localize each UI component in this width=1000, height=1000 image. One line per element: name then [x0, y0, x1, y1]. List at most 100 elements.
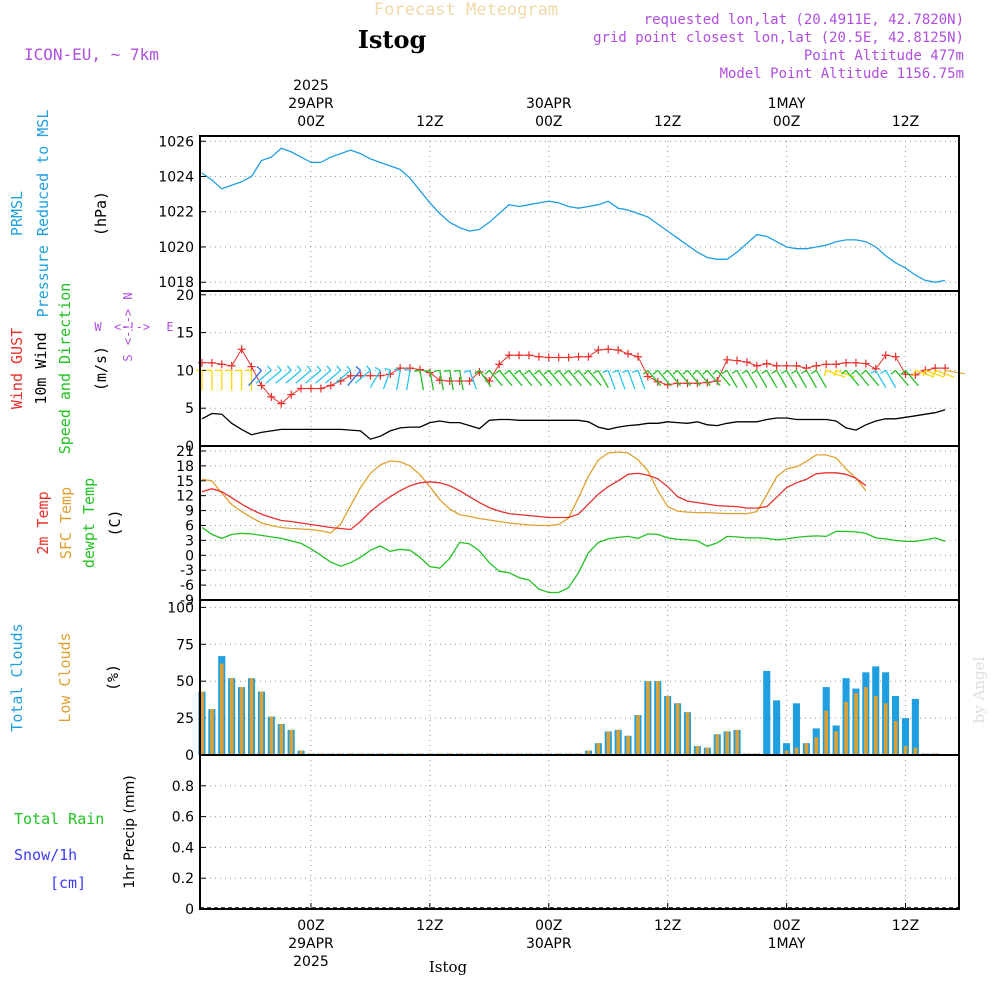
wind-barb [870, 369, 887, 389]
wind-gust-marker [524, 351, 533, 360]
total-cloud-bar [773, 700, 781, 755]
time-axis-top-label: 2025 [293, 78, 329, 94]
wind-barb [394, 368, 401, 391]
wind-label-1: 10m Wind [32, 332, 50, 404]
y-tick-label: 9 [185, 504, 194, 520]
wind-barb [413, 369, 425, 391]
time-axis-bottom-label: 30APR [526, 936, 572, 952]
low-cloud-bar [675, 703, 680, 755]
y-tick-label: 0.6 [172, 810, 194, 826]
low-cloud-bar [636, 715, 640, 755]
compass-e: E [166, 320, 173, 334]
wind-barb [823, 369, 846, 378]
y-tick-label: -3 [180, 563, 194, 579]
wind-barb [682, 369, 701, 387]
wind-barb [433, 369, 444, 391]
y-tick-label: 1026 [158, 134, 194, 150]
wind-gust-marker [683, 379, 692, 388]
watermark: by Angel [970, 656, 988, 723]
wind-barb [275, 365, 292, 384]
y-tick-label: 10 [176, 363, 194, 379]
time-axis-bottom-label: 00Z [773, 918, 800, 934]
wind-gust-marker [534, 352, 543, 361]
time-axis-top-label: 30APR [526, 96, 572, 112]
wind-barb [900, 369, 919, 387]
wind-barb [912, 369, 935, 378]
wind-barb [494, 369, 513, 387]
wind-barb [523, 369, 543, 387]
wind-barb [404, 368, 411, 391]
wind-gust-marker [693, 379, 702, 388]
wind-barb [652, 369, 672, 387]
wind-barb [255, 365, 272, 384]
time-axis-bottom-label: 00Z [535, 918, 562, 934]
low-cloud-bar [646, 681, 650, 755]
y-tick-label: 100 [167, 600, 194, 616]
wind-barb [504, 369, 523, 387]
wind-barb [632, 369, 646, 390]
time-axis-top-label: 29APR [288, 96, 334, 112]
pressure-label-0: PRMSL [8, 191, 26, 236]
low-cloud-bar [715, 734, 719, 755]
y-tick-label: 1024 [158, 170, 194, 186]
low-cloud-bar [804, 743, 809, 755]
wind-label-2: Speed and Direction [56, 283, 74, 455]
low-cloud-bar [685, 712, 690, 755]
wind-barb [354, 365, 371, 384]
low-cloud-bar [705, 747, 710, 755]
y-tick-label: 18 [176, 459, 194, 475]
low-cloud-bar [814, 737, 819, 755]
y-tick-label: 25 [176, 711, 194, 727]
time-axis-bottom-label: 2025 [293, 954, 329, 970]
wind-barb [781, 369, 798, 389]
y-tick-label: 1022 [158, 205, 194, 221]
low-cloud-bar [735, 729, 739, 755]
wind-gust-marker [812, 361, 821, 370]
panel-frame-2 [199, 290, 960, 447]
y-tick-label: 0 [185, 439, 194, 455]
time-axis-bottom-label: 12Z [892, 918, 919, 934]
y-tick-label: 6 [185, 518, 194, 534]
wind-gust-marker [277, 399, 286, 408]
wind-gust-marker [564, 353, 573, 362]
time-axis-bottom-label: 1MAY [768, 936, 806, 952]
wind-barb [833, 369, 856, 378]
low-cloud-bar [626, 735, 630, 755]
wind-gust-marker [752, 361, 761, 370]
y-tick-label: 1018 [158, 275, 194, 291]
low-cloud-bar [229, 678, 234, 755]
low-cloud-bar [239, 687, 244, 755]
wind-barb [612, 369, 626, 390]
wind-barb [463, 369, 478, 390]
location-title: Istog [358, 25, 427, 54]
wind-gust-marker [297, 384, 306, 393]
pressure-label-2: (hPa) [92, 191, 110, 236]
low-cloud-bar [844, 701, 848, 755]
time-axis-bottom-label: 00Z [297, 918, 324, 934]
total-cloud-bar [911, 698, 919, 755]
total-cloud-bar [783, 743, 791, 755]
wind-gust-marker [891, 352, 900, 361]
point-altitude: Point Altitude 477m [804, 48, 964, 64]
wind-gust-marker [217, 360, 226, 369]
wind-gust-marker [822, 360, 831, 369]
low-cloud-bar [596, 743, 601, 755]
low-cloud-bar [665, 696, 670, 755]
wind-gust-marker [762, 359, 771, 368]
wind-barb [423, 369, 435, 391]
panel-frame-5 [199, 754, 960, 910]
wind-gust-marker [742, 358, 751, 367]
time-axis-top-label: 00Z [535, 114, 562, 130]
cloud-label-2: (%) [104, 664, 122, 691]
wind-barb [205, 369, 213, 391]
y-tick-label: -9 [180, 593, 194, 609]
low-cloud-bar [725, 731, 729, 755]
wind-gust-marker [614, 345, 623, 354]
y-tick-label: 0 [185, 748, 194, 764]
time-axis-bottom-label: 29APR [288, 936, 334, 952]
temp-sfc-line [201, 451, 867, 534]
wind-barb [751, 369, 768, 389]
wind-barb [453, 369, 464, 391]
low-cloud-bar [784, 750, 789, 755]
wind-barb [315, 365, 332, 384]
